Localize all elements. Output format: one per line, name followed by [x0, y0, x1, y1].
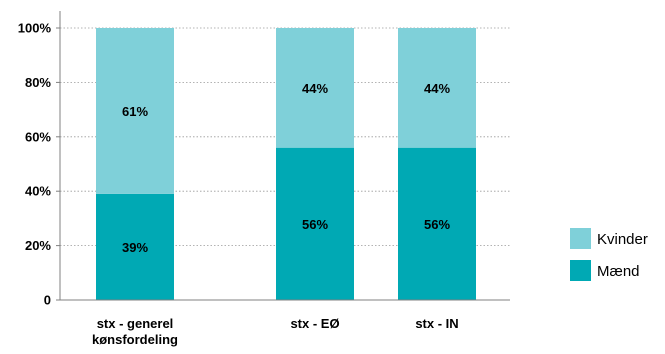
bars [96, 28, 476, 300]
data-label: 61% [122, 104, 148, 119]
axes [59, 11, 510, 301]
bar-kvinder-0 [96, 28, 174, 194]
data-label: 44% [424, 81, 450, 96]
y-axis-ticks: 0 20% 40% 60% 80% 100% [18, 21, 60, 308]
legend-swatch [570, 228, 591, 249]
y-tick-label: 20% [25, 238, 51, 253]
data-label: 56% [424, 217, 450, 232]
x-category-label: kønsfordeling [92, 332, 178, 347]
x-category-label: stx - generel [97, 316, 174, 331]
data-label: 39% [122, 240, 148, 255]
y-tick-label: 100% [18, 21, 52, 36]
legend-label: Mænd [597, 263, 640, 280]
data-labels: 39% 61% 56% 44% 56% 44% [122, 81, 450, 255]
legend: Kvinder Mænd [570, 228, 648, 281]
legend-label: Kvinder [597, 231, 648, 248]
y-tick-label: 40% [25, 184, 51, 199]
bar-kvinder-2 [398, 28, 476, 148]
bar-maend-1 [276, 147, 354, 300]
x-category-label: stx - IN [415, 316, 458, 331]
x-category-label: stx - EØ [290, 316, 339, 331]
bar-kvinder-1 [276, 28, 354, 148]
data-label: 56% [302, 217, 328, 232]
y-tick-label: 0 [44, 293, 51, 308]
y-tick-label: 80% [25, 75, 51, 90]
bar-maend-0 [96, 193, 174, 300]
legend-swatch [570, 260, 591, 281]
bar-maend-2 [398, 147, 476, 300]
y-tick-label: 60% [25, 129, 51, 144]
data-label: 44% [302, 81, 328, 96]
